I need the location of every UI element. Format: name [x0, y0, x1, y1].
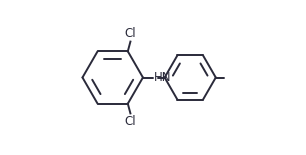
Text: Cl: Cl	[125, 115, 136, 128]
Text: HN: HN	[154, 71, 171, 84]
Text: Cl: Cl	[125, 27, 136, 40]
